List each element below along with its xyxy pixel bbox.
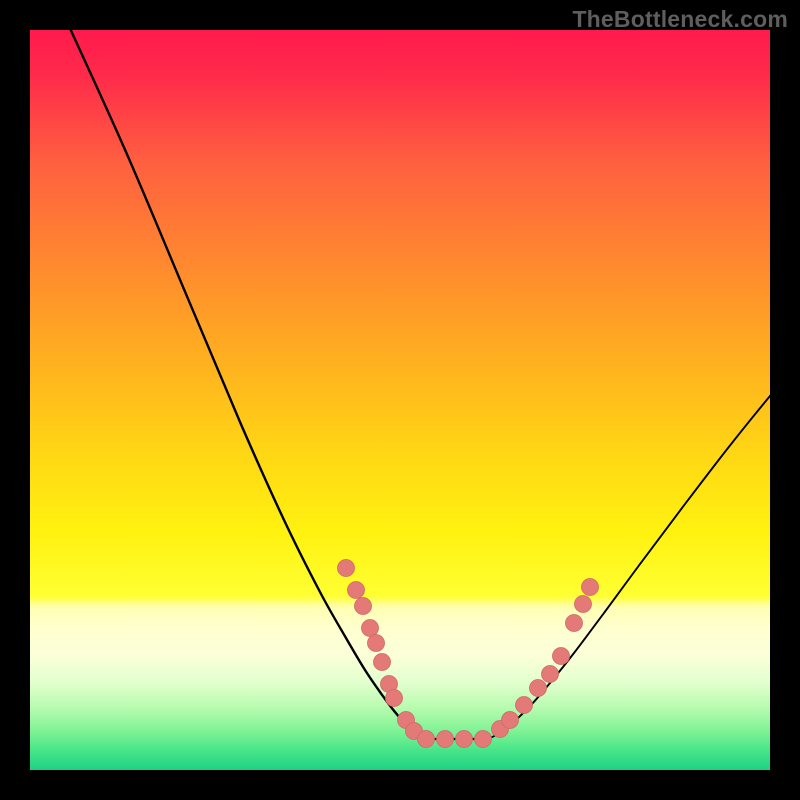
outer-frame: TheBottleneck.com bbox=[0, 0, 800, 800]
marker-left-0 bbox=[338, 560, 355, 577]
marker-flat-3 bbox=[475, 731, 492, 748]
marker-right-2 bbox=[516, 697, 533, 714]
plot-area bbox=[30, 30, 770, 770]
marker-left-4 bbox=[368, 635, 385, 652]
marker-left-2 bbox=[355, 598, 372, 615]
marker-right-7 bbox=[575, 596, 592, 613]
marker-flat-2 bbox=[456, 731, 473, 748]
marker-right-4 bbox=[542, 666, 559, 683]
marker-right-8 bbox=[582, 579, 599, 596]
marker-left-5 bbox=[374, 654, 391, 671]
marker-right-3 bbox=[530, 680, 547, 697]
watermark-text: TheBottleneck.com bbox=[572, 6, 788, 33]
marker-left-3 bbox=[362, 620, 379, 637]
marker-flat-0 bbox=[418, 731, 435, 748]
marker-flat-1 bbox=[437, 731, 454, 748]
plot-svg bbox=[30, 30, 770, 770]
gradient-background bbox=[30, 30, 770, 770]
marker-right-1 bbox=[502, 712, 519, 729]
marker-left-7 bbox=[386, 690, 403, 707]
marker-left-1 bbox=[348, 582, 365, 599]
marker-right-6 bbox=[566, 615, 583, 632]
marker-right-5 bbox=[553, 648, 570, 665]
